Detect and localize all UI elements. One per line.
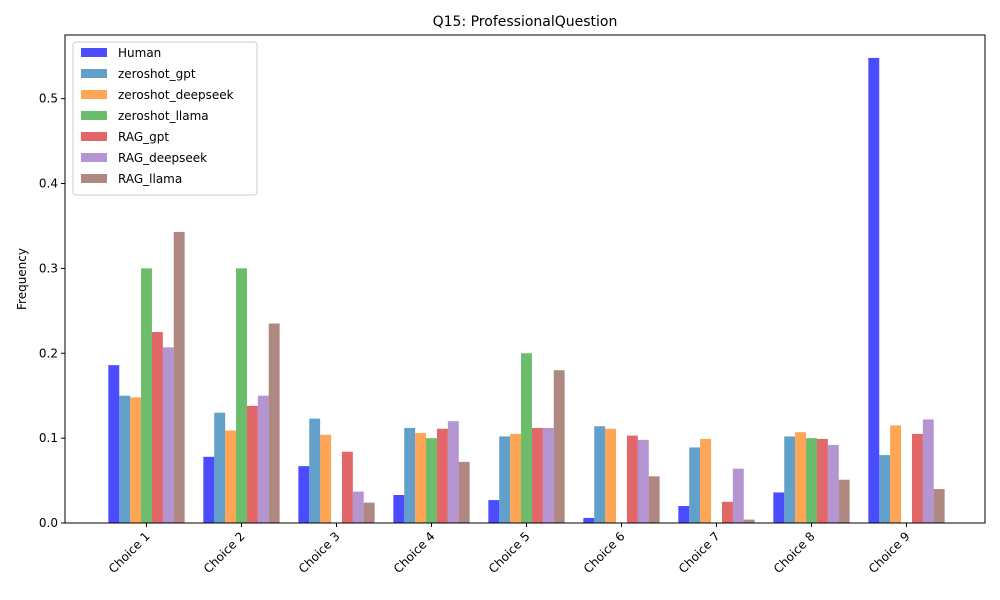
x-tick-label: Choice 2 [201, 529, 248, 576]
bar-RAG_llama-choice-9 [933, 489, 945, 523]
legend-swatch [81, 132, 107, 141]
bar-RAG_deepseek-choice-7 [732, 468, 744, 523]
bar-Human-choice-3 [298, 466, 310, 523]
x-tick-label: Choice 8 [771, 529, 818, 576]
legend-label: RAG_gpt [118, 130, 169, 144]
bar-Human-choice-4 [393, 494, 405, 523]
x-tick-label: Choice 1 [106, 529, 153, 576]
y-tick-label: 0.2 [39, 346, 58, 360]
bar-RAG_deepseek-choice-2 [257, 395, 269, 523]
legend-swatch [81, 153, 107, 162]
bar-RAG_gpt-choice-4 [436, 428, 448, 523]
y-tick-label: 0.1 [39, 431, 58, 445]
y-axis-label: Frequency [15, 248, 29, 310]
x-axis: Choice 1 Choice 2 Choice 3 Choice 4 Choice 5… [106, 523, 913, 576]
legend: Human zeroshot_gpt zeroshot_deepseekzerosh… [72, 41, 258, 196]
legend-label: zeroshot_gpt [118, 67, 196, 81]
bar-zeroshot_gpt-choice-7 [689, 447, 701, 523]
plot-frame [64, 34, 986, 524]
bar-zeroshot_llama-choice-2 [236, 268, 247, 523]
bar-zeroshot_deepseek-choice-1 [130, 397, 142, 523]
y-tick-label: 0.3 [39, 261, 58, 275]
legend-swatch [81, 48, 107, 57]
bar-zeroshot_gpt-choice-6 [594, 426, 606, 523]
bar-RAG_deepseek-choice-1 [162, 347, 174, 523]
bar-zeroshot_llama-choice-8 [806, 438, 817, 523]
bar-zeroshot_llama-choice-5 [521, 353, 532, 523]
bar-zeroshot_llama-choice-4 [426, 438, 437, 523]
bars-layer [108, 57, 945, 523]
bar-zeroshot_deepseek-choice-2 [225, 430, 237, 523]
bar-RAG_gpt-choice-5 [531, 427, 543, 523]
bar-RAG_deepseek-choice-6 [637, 439, 649, 523]
bar-zeroshot_gpt-choice-1 [119, 395, 131, 523]
legend-label: zeroshot_deepseek [118, 88, 234, 102]
legend-swatch [81, 90, 107, 99]
bar-zeroshot_gpt-choice-8 [784, 436, 796, 523]
bar-RAG_llama-choice-5 [553, 370, 565, 523]
bar-zeroshot_deepseek-choice-5 [510, 433, 522, 523]
bar-RAG_deepseek-choice-9 [922, 419, 934, 523]
y-axis: 0.0 0.1 0.2 0.3 0.4 0.5 [39, 92, 65, 530]
bar-Human-choice-1 [108, 365, 120, 523]
y-tick-label: 0.0 [39, 516, 58, 530]
bar-RAG_llama-choice-8 [838, 479, 850, 523]
bar-zeroshot_deepseek-choice-6 [605, 428, 617, 523]
legend-label: RAG_deepseek [118, 151, 207, 165]
x-tick-label: Choice 9 [866, 529, 913, 576]
bar-RAG_gpt-choice-8 [816, 438, 828, 523]
bar-RAG_gpt-choice-6 [626, 435, 638, 523]
bar-zeroshot_deepseek-choice-9 [890, 425, 902, 523]
bar-zeroshot_gpt-choice-9 [879, 455, 891, 523]
bar-RAG_llama-choice-4 [458, 461, 470, 523]
legend-box [72, 41, 258, 196]
bar-Human-choice-7 [678, 506, 690, 523]
bar-RAG_llama-choice-2 [268, 323, 280, 523]
bar-RAG_llama-choice-7 [743, 519, 755, 523]
chart-title: Q15: ProfessionalQuestion [433, 14, 618, 30]
bar-RAG_deepseek-choice-4 [447, 421, 459, 523]
bar-Human-choice-5 [488, 500, 500, 523]
bar-zeroshot_gpt-choice-2 [214, 412, 226, 523]
bar-RAG_llama-choice-1 [173, 231, 185, 523]
bar-zeroshot_deepseek-choice-4 [415, 433, 427, 523]
legend-label: zeroshot_llama [118, 109, 209, 123]
bar-zeroshot_gpt-choice-3 [309, 418, 321, 523]
legend-swatch [81, 111, 107, 120]
bar-RAG_deepseek-choice-3 [352, 491, 364, 523]
bar-zeroshot_deepseek-choice-3 [320, 434, 332, 523]
bar-RAG_gpt-choice-1 [151, 332, 163, 523]
bar-RAG_gpt-choice-3 [341, 451, 353, 523]
bar-zeroshot_deepseek-choice-8 [795, 432, 807, 523]
legend-label: RAG_llama [118, 172, 182, 186]
bar-RAG_llama-choice-6 [648, 476, 660, 523]
bar-RAG_gpt-choice-9 [911, 433, 923, 523]
x-tick-label: Choice 4 [391, 529, 438, 576]
x-tick-label: Choice 7 [676, 529, 723, 576]
bar-Human-choice-8 [773, 492, 785, 523]
y-tick-label: 0.4 [39, 177, 58, 191]
bar-zeroshot_deepseek-choice-7 [700, 438, 712, 523]
legend-swatch [81, 174, 107, 183]
bar-Human-choice-2 [203, 456, 215, 523]
legend-swatch [81, 69, 107, 78]
y-tick-label: 0.5 [39, 92, 58, 106]
legend-label: Human [118, 46, 161, 60]
bar-Human-choice-6 [583, 517, 595, 523]
bar-RAG_gpt-choice-7 [721, 501, 733, 523]
bar-RAG_gpt-choice-2 [246, 405, 258, 523]
bar-Human-choice-9 [868, 57, 880, 523]
bar-RAG_deepseek-choice-8 [827, 444, 839, 523]
x-tick-label: Choice 5 [486, 529, 533, 576]
bar-RAG_llama-choice-3 [363, 502, 375, 523]
bar-RAG_deepseek-choice-5 [542, 427, 554, 523]
bar-zeroshot_llama-choice-1 [141, 268, 152, 523]
bar-zeroshot_gpt-choice-5 [499, 436, 511, 523]
bar-zeroshot_gpt-choice-4 [404, 427, 416, 523]
x-tick-label: Choice 3 [296, 529, 343, 576]
x-tick-label: Choice 6 [581, 529, 628, 576]
